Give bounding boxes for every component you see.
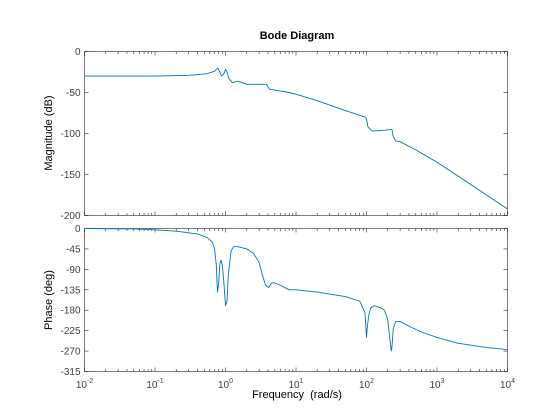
x-tick-label: 100 (218, 378, 233, 391)
phase-ticks: 0 -45 -90 -135 -180 -225 -270 -315 (60, 224, 508, 378)
x-tick-label: 101 (288, 378, 303, 391)
magnitude-ticks: 0 -50 -100 -150 -200 (60, 47, 508, 222)
y-tick-label: -200 (60, 211, 80, 222)
x-tick-label: 10-2 (76, 378, 93, 391)
magnitude-panel: 0 -50 -100 -150 -200 Magnitude (dB) (43, 47, 508, 222)
y-tick-label: 0 (75, 47, 81, 58)
x-tick-label: 10-1 (146, 378, 163, 391)
phase-y-axis-label: Phase (deg) (43, 270, 55, 330)
x-tick-label: 102 (359, 378, 374, 391)
y-tick-label: -150 (60, 170, 80, 181)
magnitude-series-line (84, 67, 508, 210)
y-tick-label: -315 (60, 367, 80, 378)
y-tick-label: -90 (66, 265, 81, 276)
x-axis-label: Frequency (rad/s) (252, 389, 342, 401)
y-tick-label: -45 (66, 244, 81, 255)
magnitude-axes-frame (84, 51, 508, 216)
chart-title: Bode Diagram (260, 30, 335, 42)
y-tick-label: -225 (60, 326, 80, 337)
x-tick-label: 104 (500, 378, 515, 391)
y-tick-label: -135 (60, 285, 80, 296)
phase-axes-frame (84, 228, 508, 372)
y-tick-label: -50 (66, 88, 81, 99)
y-tick-label: -180 (60, 306, 80, 317)
y-tick-label: -100 (60, 129, 80, 140)
y-tick-label: 0 (75, 224, 81, 235)
phase-panel: 0 -45 -90 -135 -180 -225 -270 -315 Phase (deg) (43, 224, 508, 378)
y-tick-label: -270 (60, 347, 80, 358)
x-tick-label: 103 (429, 378, 444, 391)
x-tick-labels: 10-2 10-1 100 101 102 103 104 (76, 378, 515, 391)
magnitude-y-axis-label: Magnitude (dB) (43, 95, 55, 170)
phase-series-line (84, 228, 508, 352)
